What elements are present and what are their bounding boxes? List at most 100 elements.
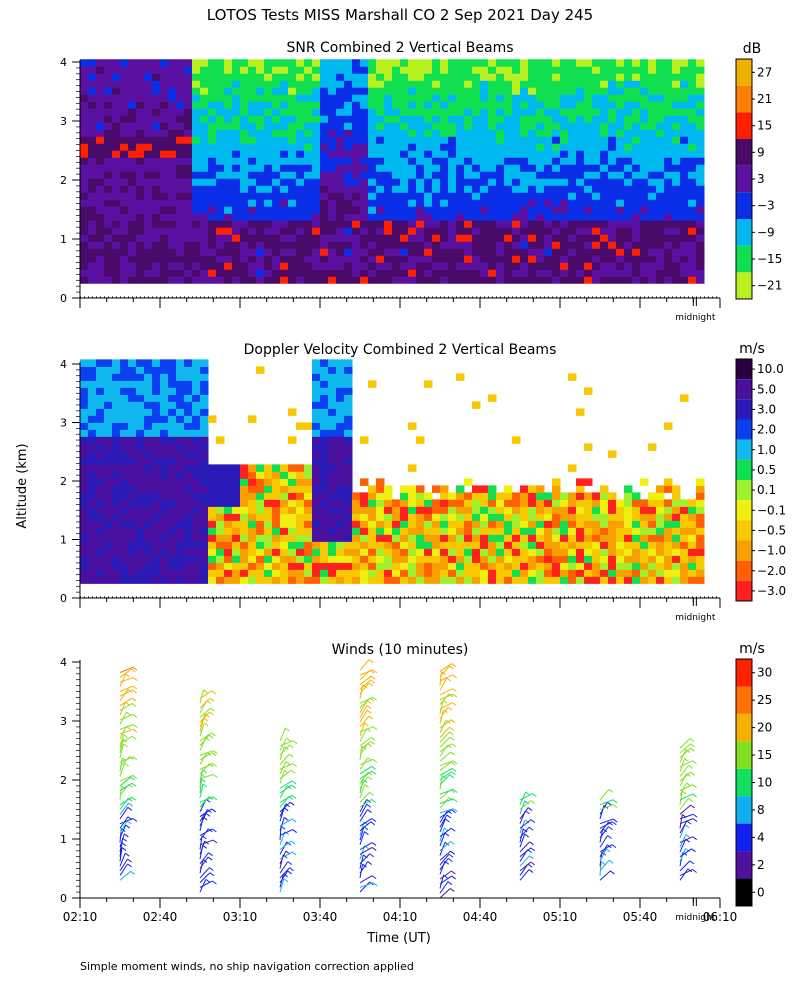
wind-barb: [439, 719, 452, 729]
heat-cell: [328, 394, 337, 402]
heat-cell: [512, 73, 521, 81]
heat-cell: [104, 234, 113, 242]
heat-cell: [400, 569, 409, 577]
heat-cell: [152, 59, 161, 67]
heat-cell: [80, 73, 89, 81]
heat-cell: [384, 269, 393, 277]
heat-cell: [360, 206, 369, 214]
heat-cell: [192, 569, 201, 577]
heat-cell: [400, 534, 409, 542]
heat-cell: [472, 122, 481, 130]
heat-cell: [352, 136, 361, 144]
heat-cell: [336, 199, 345, 207]
heat-cell: [104, 471, 113, 479]
heat-cell: [304, 422, 313, 430]
heat-cell: [456, 220, 465, 228]
heat-cell: [160, 576, 169, 584]
heat-cell: [632, 73, 641, 81]
heat-cell: [88, 150, 97, 158]
heat-cell: [296, 220, 305, 228]
heat-cell: [344, 464, 353, 472]
heat-cell: [640, 143, 649, 151]
heat-cell: [112, 241, 121, 249]
heat-cell: [536, 192, 545, 200]
heat-cell: [504, 534, 513, 542]
heat-cell: [288, 234, 297, 242]
heat-cell: [624, 492, 633, 500]
heat-cell: [264, 527, 273, 535]
heat-cell: [256, 262, 265, 270]
heat-cell: [312, 541, 321, 549]
heat-cell: [528, 206, 537, 214]
wind-profile: [679, 738, 698, 881]
wind-barb: [199, 707, 211, 718]
heat-cell: [664, 101, 673, 109]
heat-cell: [544, 178, 553, 186]
heat-cell: [464, 94, 473, 102]
heat-cell: [120, 499, 129, 507]
heat-cell: [552, 136, 561, 144]
heat-cell: [528, 73, 537, 81]
heat-cell: [688, 73, 697, 81]
heat-cell: [160, 73, 169, 81]
heat-cell: [512, 569, 521, 577]
wind-barb: [519, 869, 530, 881]
heat-cell: [240, 101, 249, 109]
wind-barb-flag: [530, 847, 536, 852]
heat-cell: [168, 569, 177, 577]
heat-cell: [248, 178, 257, 186]
heat-cell: [568, 262, 577, 270]
heat-cell: [336, 541, 345, 549]
heat-cell: [304, 241, 313, 249]
wind-barb: [599, 848, 607, 862]
heat-cell: [632, 136, 641, 144]
heat-cell: [104, 534, 113, 542]
heat-cell: [232, 492, 241, 500]
heat-cell: [80, 269, 89, 277]
heat-cell: [656, 562, 665, 570]
heat-cell: [272, 115, 281, 123]
heat-cell: [528, 262, 537, 270]
heat-cell: [584, 59, 593, 67]
wind-barb: [279, 861, 289, 874]
heat-cell: [168, 157, 177, 165]
heat-cell: [320, 443, 329, 451]
heat-cell: [464, 527, 473, 535]
heat-cell: [184, 213, 193, 221]
wind-barb-flag: [132, 666, 138, 671]
heat-cell: [600, 87, 609, 95]
wind-barb-flag: [372, 882, 378, 887]
heat-cell: [136, 527, 145, 535]
heat-cell: [312, 157, 321, 165]
heat-cell: [312, 255, 321, 263]
heat-cell: [192, 178, 201, 186]
x-tick-label: 04:10: [383, 910, 418, 924]
heat-cell: [456, 534, 465, 542]
heat-cell: [512, 255, 521, 263]
heat-cell: [248, 415, 257, 423]
heat-cell: [432, 269, 441, 277]
heat-cell: [136, 443, 145, 451]
heat-cell: [632, 262, 641, 270]
wind-barb-flag: [291, 795, 297, 799]
heat-cell: [680, 199, 689, 207]
colorbar-swatch: [736, 878, 752, 906]
heat-cell: [608, 150, 617, 158]
heat-cell: [432, 150, 441, 158]
heat-cell: [432, 129, 441, 137]
heat-cell: [208, 87, 217, 95]
heat-cell: [552, 248, 561, 256]
heat-cell: [176, 569, 185, 577]
wind-barb: [279, 870, 289, 883]
heat-cell: [224, 150, 233, 158]
heat-cell: [528, 541, 537, 549]
heat-cell: [544, 576, 553, 584]
heat-cell: [680, 66, 689, 74]
heat-cell: [328, 101, 337, 109]
heat-cell: [624, 171, 633, 179]
heat-cell: [368, 213, 377, 221]
heat-cell: [624, 101, 633, 109]
heat-cell: [568, 527, 577, 535]
heat-cell: [176, 66, 185, 74]
heat-cell: [208, 534, 217, 542]
